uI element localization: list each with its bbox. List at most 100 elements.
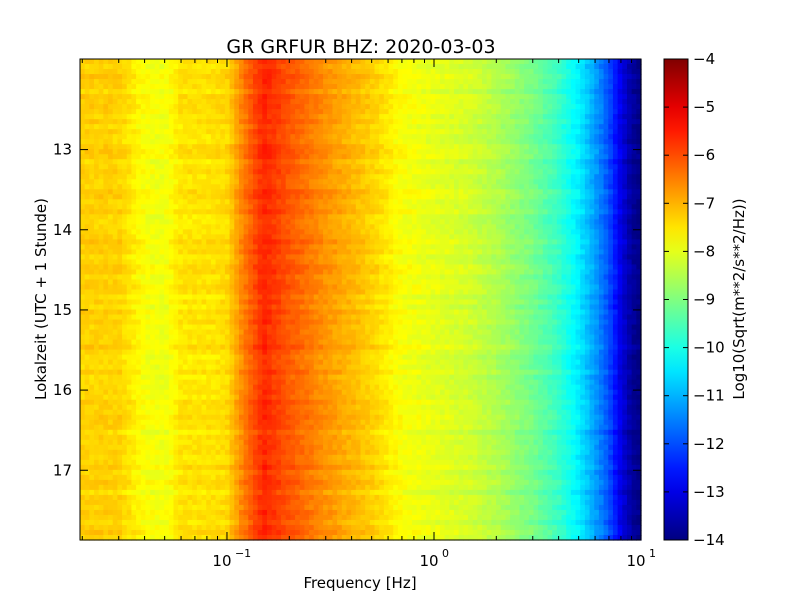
heatmap-cell xyxy=(187,209,193,215)
heatmap-cell xyxy=(243,154,249,160)
heatmap-cell xyxy=(313,534,320,541)
heatmap-cell xyxy=(140,479,147,486)
heatmap-cell xyxy=(215,179,221,185)
heatmap-cell xyxy=(313,124,320,130)
heatmap-cell xyxy=(173,289,179,296)
heatmap-cell xyxy=(257,479,263,486)
heatmap-cell xyxy=(224,364,231,371)
heatmap-cell xyxy=(140,104,147,110)
heatmap-cell xyxy=(89,359,95,366)
heatmap-cell xyxy=(187,184,193,190)
heatmap-cell xyxy=(192,69,198,75)
heatmap-cell xyxy=(252,104,259,110)
heatmap-cell xyxy=(285,184,291,190)
heatmap-cell xyxy=(122,204,128,210)
heatmap-cell xyxy=(126,369,133,376)
heatmap-cell xyxy=(271,159,277,165)
heatmap-cell xyxy=(206,289,212,296)
heatmap-cell xyxy=(159,504,165,511)
heatmap-cell xyxy=(94,209,100,215)
heatmap-cell xyxy=(164,394,170,401)
heatmap-cell xyxy=(159,299,165,306)
heatmap-cell xyxy=(206,264,212,271)
heatmap-cell xyxy=(271,529,277,536)
heatmap-cell xyxy=(94,264,100,271)
heatmap-cell xyxy=(164,259,170,266)
heatmap-cell xyxy=(220,194,226,200)
heatmap-cell xyxy=(94,144,100,150)
heatmap-cell xyxy=(136,199,142,205)
heatmap-cell xyxy=(173,129,179,135)
heatmap-cell xyxy=(206,504,212,511)
heatmap-cell xyxy=(313,304,320,311)
heatmap-cell xyxy=(252,139,259,145)
heatmap-cell xyxy=(304,314,310,321)
heatmap-cell xyxy=(94,69,100,75)
heatmap-cell xyxy=(276,179,282,185)
heatmap-cell xyxy=(112,149,118,155)
heatmap-cell xyxy=(215,59,221,65)
heatmap-cell xyxy=(201,174,207,180)
heatmap-cell xyxy=(229,164,235,170)
heatmap-cell xyxy=(299,489,305,496)
heatmap-cell xyxy=(136,339,142,346)
heatmap-cell xyxy=(224,494,231,501)
heatmap-cell xyxy=(140,99,147,105)
heatmap-cell xyxy=(196,379,203,386)
heatmap-cell xyxy=(318,529,324,536)
heatmap-cell xyxy=(122,424,128,431)
heatmap-cell xyxy=(267,529,273,536)
heatmap-cell xyxy=(196,109,203,115)
heatmap-cell xyxy=(318,404,324,411)
heatmap-cell xyxy=(215,234,221,240)
heatmap-cell xyxy=(248,359,254,366)
heatmap-cell xyxy=(168,314,175,321)
heatmap-cell xyxy=(201,229,207,235)
heatmap-cell xyxy=(248,489,254,496)
heatmap-cell xyxy=(234,534,240,541)
heatmap-cell xyxy=(262,519,268,526)
heatmap-cell xyxy=(295,189,301,195)
heatmap-cell xyxy=(248,504,254,511)
heatmap-cell xyxy=(112,404,118,411)
heatmap-cell xyxy=(122,354,128,361)
heatmap-cell xyxy=(243,69,249,75)
heatmap-cell xyxy=(108,119,114,125)
heatmap-cell xyxy=(192,489,198,496)
heatmap-cell xyxy=(108,209,114,215)
heatmap-cell xyxy=(89,479,95,486)
heatmap-cell xyxy=(220,279,226,286)
heatmap-cell xyxy=(220,459,226,466)
heatmap-cell xyxy=(164,184,170,190)
heatmap-cell xyxy=(150,89,156,95)
heatmap-cell xyxy=(238,94,245,100)
heatmap-cell xyxy=(229,69,235,75)
heatmap-cell xyxy=(210,159,217,165)
heatmap-cell xyxy=(126,534,133,541)
heatmap-cell xyxy=(164,69,170,75)
heatmap-cell xyxy=(285,244,291,250)
heatmap-cell xyxy=(229,274,235,281)
heatmap-cell xyxy=(178,134,184,140)
heatmap-cell xyxy=(192,194,198,200)
heatmap-cell xyxy=(122,94,128,100)
heatmap-cell xyxy=(238,59,245,65)
heatmap-cell xyxy=(299,279,305,286)
heatmap-cell xyxy=(182,424,189,431)
heatmap-cell xyxy=(140,309,147,316)
heatmap-cell xyxy=(243,239,249,245)
heatmap-cell xyxy=(295,104,301,110)
heatmap-cell xyxy=(150,409,156,416)
heatmap-cell xyxy=(131,394,137,401)
heatmap-cell xyxy=(313,134,320,140)
heatmap-cell xyxy=(285,129,291,135)
heatmap-cell xyxy=(318,299,324,306)
heatmap-cell xyxy=(309,199,315,205)
heatmap-cell xyxy=(164,164,170,170)
heatmap-cell xyxy=(126,499,133,506)
heatmap-cell xyxy=(192,299,198,306)
heatmap-cell xyxy=(290,109,296,115)
heatmap-cell xyxy=(196,339,203,346)
heatmap-cell xyxy=(295,339,301,346)
heatmap-cell xyxy=(168,279,175,286)
